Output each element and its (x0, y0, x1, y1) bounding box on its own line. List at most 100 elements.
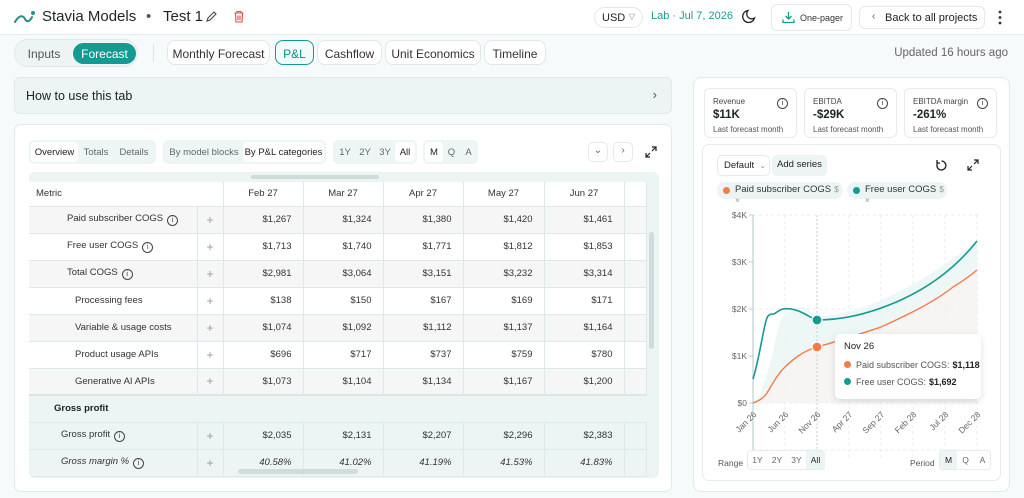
view-details[interactable]: Details (119, 147, 149, 158)
expand-icon[interactable] (645, 146, 657, 158)
vertical-scrollbar[interactable] (649, 232, 654, 349)
table-row: Generative AI APIs + $1,073 $1,104 $1,13… (29, 368, 647, 396)
add-icon[interactable]: + (197, 287, 224, 315)
table-row: Processing fees + $138 $150 $167 $169 $1… (29, 287, 647, 315)
chart-range-1y[interactable]: 1Y (752, 455, 763, 465)
chart-period-a[interactable]: A (979, 455, 986, 465)
cell: $737 (383, 341, 464, 369)
top-bar: Stavia Models • Test 1 USD ▽ Lab · Jul 7… (0, 0, 1024, 35)
add-icon[interactable]: + (197, 341, 224, 369)
tab-unit-economics[interactable]: Unit Economics (385, 40, 481, 65)
add-icon[interactable]: + (197, 368, 224, 396)
view-totals[interactable]: Totals (83, 147, 109, 158)
table-row: Variable & usage costs + $1,074 $1,092 $… (29, 314, 647, 342)
series-chip-free[interactable]: Free user COGS $ × (847, 182, 947, 205)
add-icon[interactable]: + (197, 233, 224, 261)
range-2y[interactable]: 2Y (359, 147, 371, 158)
info-icon[interactable]: i (977, 98, 988, 109)
period-a[interactable]: A (465, 147, 472, 158)
currency-select[interactable]: USD ▽ (594, 7, 643, 28)
range-1y[interactable]: 1Y (339, 147, 351, 158)
cell: $1,134 (383, 368, 464, 396)
view-overview[interactable]: Overview (31, 142, 78, 162)
period-m[interactable]: M (425, 142, 443, 162)
add-icon[interactable]: + (197, 206, 224, 234)
back-to-projects-button[interactable]: ‹ Back to all projects (859, 6, 985, 29)
cell: $2,981 (223, 260, 304, 288)
mode-forecast[interactable]: Forecast (73, 43, 136, 64)
cell: $2,207 (383, 422, 464, 450)
chart-range-2y[interactable]: 2Y (771, 455, 783, 465)
chart-range-3y[interactable]: 3Y (791, 455, 802, 465)
row-label: Free user COGS i (29, 233, 198, 261)
cell-empty (624, 449, 647, 477)
info-icon[interactable]: i (121, 269, 133, 280)
tab-timeline[interactable]: Timeline (484, 40, 546, 65)
x-tick-label: Apr 27 (830, 409, 855, 434)
y-tick-label: $4K (732, 210, 747, 220)
horizontal-scrollbar-bottom[interactable] (238, 469, 358, 474)
add-series-button[interactable]: Add series (772, 155, 827, 176)
chart-period-m[interactable]: M (940, 451, 957, 469)
currency-value: USD (602, 12, 626, 24)
info-icon[interactable]: i (142, 242, 154, 253)
chart-period-q[interactable]: Q (962, 455, 969, 465)
how-to-use-label: How to use this tab (26, 89, 133, 103)
info-icon[interactable]: i (777, 98, 788, 109)
cell: 41.83% (544, 449, 625, 477)
moon-icon[interactable] (741, 9, 756, 24)
kpi-caption: Last forecast month (813, 125, 884, 134)
remove-icon[interactable]: × (865, 195, 870, 205)
view-toggle: Overview Totals Details (29, 140, 156, 164)
add-icon[interactable]: + (197, 260, 224, 288)
table-scroll-area[interactable]: Metric Feb 27 Mar 27 Apr 27 May 27 Jun 2… (29, 172, 659, 478)
chart-tooltip: Nov 26 Paid subscriber COGS: $1,118 Free … (835, 334, 981, 399)
project-title: Test 1 (163, 8, 204, 25)
next-columns-button[interactable]: › (613, 142, 633, 162)
group-by-model-blocks[interactable]: By model blocks (169, 147, 239, 158)
info-icon[interactable]: i (133, 458, 145, 469)
one-pager-button[interactable]: One-pager (771, 4, 852, 31)
tab-pnl[interactable]: P&L (275, 40, 314, 65)
cell: $1,137 (463, 314, 545, 342)
mode-inputs[interactable]: Inputs (27, 47, 61, 61)
add-icon[interactable]: + (197, 422, 224, 450)
cell: $3,314 (544, 260, 625, 288)
range-3y[interactable]: 3Y (379, 147, 391, 158)
cell-empty (624, 314, 647, 342)
chart-range-all[interactable]: All (806, 451, 825, 469)
collapse-button[interactable]: ⌄ (588, 142, 608, 162)
how-to-use-expander[interactable]: How to use this tab › (14, 77, 672, 114)
trash-icon[interactable] (233, 10, 245, 23)
group-by-pnl-categories[interactable]: By P&L categories (243, 142, 324, 162)
remove-icon[interactable]: × (735, 195, 740, 205)
info-icon[interactable]: i (114, 431, 126, 442)
chart-period-toggle: M Q A (939, 450, 991, 470)
range-all[interactable]: All (395, 142, 415, 162)
period-q[interactable]: Q (447, 147, 456, 158)
add-icon[interactable]: + (197, 314, 224, 342)
row-label: Paid subscriber COGS i (29, 206, 198, 234)
cell: $1,200 (544, 368, 625, 396)
table-row: Total COGS i + $2,981 $3,064 $3,151 $3,23… (29, 260, 647, 288)
horizontal-scrollbar-top[interactable] (251, 175, 379, 179)
expand-icon[interactable] (967, 159, 979, 171)
cell: $138 (223, 287, 304, 315)
section-spacer (223, 394, 646, 423)
series-chip-paid[interactable]: Paid subscriber COGS $ × (717, 182, 843, 205)
tab-monthly-forecast[interactable]: Monthly Forecast (167, 40, 270, 65)
more-options-icon[interactable] (997, 9, 1003, 26)
pencil-icon[interactable] (205, 10, 218, 23)
cell-empty (624, 233, 647, 261)
table-header-row: Metric Feb 27 Mar 27 Apr 27 May 27 Jun 2… (29, 182, 647, 207)
section-title: Gross profit (29, 394, 223, 423)
tab-cashflow[interactable]: Cashflow (317, 40, 382, 65)
info-icon[interactable]: i (167, 215, 179, 226)
lab-date-link[interactable]: Lab · Jul 7, 2026 (651, 10, 733, 22)
preset-dropdown[interactable]: Default ⌄ (717, 155, 770, 176)
info-icon[interactable]: i (877, 98, 888, 109)
add-icon[interactable]: + (197, 449, 224, 477)
cell: $1,164 (544, 314, 625, 342)
table-row: Gross profit i + $2,035 $2,131 $2,207 $2,… (29, 422, 647, 450)
reset-icon[interactable] (935, 159, 948, 172)
